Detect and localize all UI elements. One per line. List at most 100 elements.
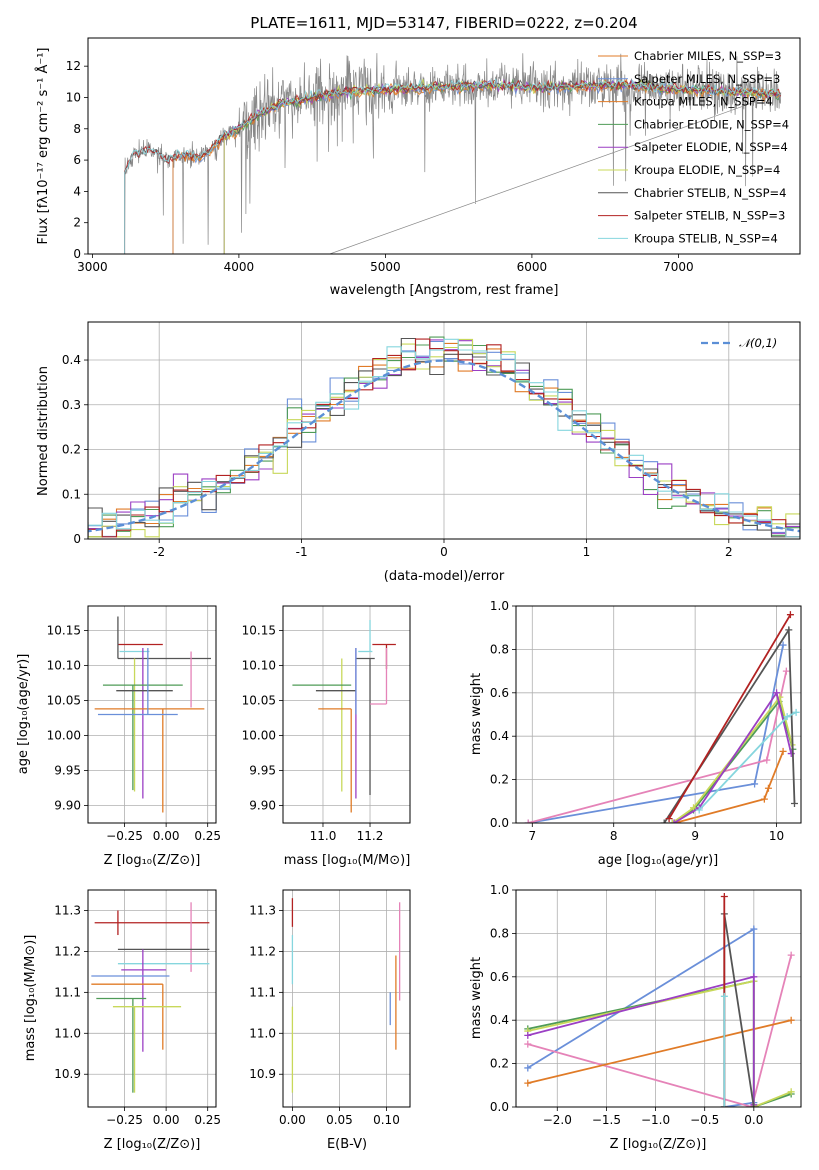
weight-marker (695, 806, 703, 814)
age-vs-mass-axes: 11.0 11.2 9.90 9.95 10.00 10.05 10.10 10.15 (242, 606, 410, 843)
weight-line (698, 711, 797, 811)
weight-marker (720, 1103, 728, 1107)
legend-entry: Chabrier MILES, N_SSP=3 (634, 49, 781, 63)
weight-line (527, 975, 755, 1105)
spectrum-legend: Chabrier MILES, N_SSP=3 Salpeter MILES, N… (598, 49, 789, 245)
histogram-xtick-label: 1 (583, 545, 591, 559)
histogram-legend: 𝒩(0,1) (701, 336, 777, 350)
histogram-ytick-label: 0.3 (62, 398, 81, 412)
mass-vs-ebv-ytick-label: 11.3 (249, 903, 276, 917)
mw-age-ylabel: mass weight (469, 673, 484, 755)
spectrum-ytick-label: 6 (73, 153, 81, 167)
mass-vs-ebv-axes: 0.00 0.05 0.10 10.9 11.0 11.1 11.2 11.3 (249, 890, 410, 1127)
mass-weight-vs-age-ytick-label: 0.2 (490, 773, 509, 787)
legend-entry: Chabrier ELODIE, N_SSP=4 (634, 117, 789, 131)
histogram-xtick-label: 0 (440, 545, 448, 559)
age-vs-mass-ytick-label: 10.05 (242, 694, 276, 708)
errorbar-point (96, 997, 147, 1093)
mass-vs-z-xtick-label: 0.00 (153, 1113, 180, 1127)
weight-marker (750, 925, 758, 933)
weight-marker (792, 708, 800, 716)
mass-vs-z-ytick-label: 11.2 (54, 944, 81, 958)
mass-weight-vs-z-ytick-label: 0.0 (490, 1100, 509, 1114)
spectrum-xtick-label: 4000 (224, 260, 255, 274)
histogram-frame (87, 321, 801, 540)
weight-series (524, 973, 758, 1107)
mass-weight-vs-age-ytick-label: 1.0 (490, 599, 509, 613)
errorbar-point (117, 616, 212, 660)
age-z-xlabel: Z [log₁₀(Z/Z⊙)] (104, 853, 201, 868)
spectrum-ytick-label: 8 (73, 122, 81, 136)
mass-vs-z-ytick-label: 11.0 (54, 1026, 81, 1040)
mass-vs-metallicity-panel: Z [log₁₀(Z/Z⊙)] mass [log₁₀(M/M⊙)] −0.25… (23, 889, 221, 1152)
spectrum-ytick-label: 2 (73, 216, 81, 230)
mass-vs-ebv-ytick-label: 10.9 (249, 1067, 276, 1081)
residual-histogram-panel: -2 -1 0 1 2 0 0.1 0.2 0.3 0.4 𝒩(0,1) (data-model)… (36, 321, 801, 584)
weight-marker (751, 780, 759, 788)
weight-line (527, 1019, 792, 1084)
age-z-ylabel: age [log₁₀(age/yr)] (16, 654, 31, 775)
mass-weight-vs-age-ytick-label: 0.8 (490, 642, 509, 656)
histogram-ytick-label: 0.1 (62, 487, 81, 501)
weight-marker (660, 819, 668, 823)
errorbar-point (355, 657, 375, 795)
weight-line (668, 614, 792, 820)
age-vs-z-ytick-label: 10.15 (47, 624, 81, 638)
mass-weight-vs-z-lines (524, 893, 795, 1107)
mass-weight-vs-age-frame (515, 605, 802, 824)
mass-weight-vs-age-panel: age [log₁₀(age/yr)] mass weight 7 8 9 10 0.0… (469, 599, 802, 868)
histogram-plot-area (88, 336, 800, 538)
errorbar-point (318, 708, 352, 813)
age-vs-mass-panel: mass [log₁₀(M/M⊙)] 11.0 11.2 9.90 9.95 10.00… (242, 605, 411, 868)
age-vs-z-ytick-label: 10.00 (47, 729, 81, 743)
weight-marker (524, 1031, 532, 1039)
weight-marker (763, 756, 771, 764)
age-vs-mass-ytick-label: 9.95 (249, 764, 276, 778)
spectrum-panel: PLATE=1611, MJD=53147, FIBERID=0222, z=0… (35, 14, 801, 298)
age-vs-z-ytick-label: 9.95 (54, 764, 81, 778)
weight-marker (720, 992, 728, 1000)
spectrum-xlabel: wavelength [Angstrom, rest frame] (330, 283, 559, 298)
weight-marker (787, 1016, 795, 1024)
weight-marker (750, 973, 758, 981)
weight-series (720, 910, 758, 1107)
legend-entry: Salpeter STELIB, N_SSP=3 (634, 209, 785, 223)
spectrum-xtick-label: 7000 (663, 260, 694, 274)
mass-weight-vs-z-ytick-label: 0.2 (490, 1057, 509, 1071)
weight-marker (787, 951, 795, 959)
mass-weight-vs-age-lines (524, 611, 800, 823)
mass-weight-vs-z-frame (515, 889, 802, 1108)
weight-marker (524, 1064, 532, 1072)
age-vs-z-ytick-label: 10.05 (47, 694, 81, 708)
mass-weight-vs-age-ytick-label: 0.0 (490, 816, 509, 830)
weight-line (527, 927, 755, 1107)
legend-entry: Kroupa STELIB, N_SSP=4 (634, 231, 778, 245)
mass-weight-vs-z-xtick-label: −1.0 (641, 1113, 670, 1127)
mass-weight-vs-age-ytick-label: 0.4 (490, 729, 509, 743)
mass-vs-ebv-panel: E(B-V) 0.00 0.05 0.10 10.9 11.0 11.1 11.2 11.3 (249, 889, 411, 1152)
weight-marker (790, 799, 798, 807)
age-vs-mass-ytick-label: 10.00 (242, 729, 276, 743)
spectrum-ylabel: Flux [fλ10⁻¹⁷ erg cm⁻² s⁻¹ Å⁻¹] (35, 48, 51, 245)
weight-series (524, 641, 787, 823)
mass-vs-z-ytick-label: 10.9 (54, 1067, 81, 1081)
errorbar-point (94, 910, 210, 936)
mass-weight-vs-z-xtick-label: −2.0 (543, 1113, 572, 1127)
weight-marker (750, 1103, 758, 1107)
mass-vs-ebv-xtick-label: 0.00 (279, 1113, 306, 1127)
weight-marker (786, 611, 794, 619)
histogram-ytick-label: 0.4 (62, 353, 81, 367)
weight-marker (670, 819, 678, 823)
weight-marker (785, 626, 793, 634)
spectrum-xtick-label: 6000 (517, 260, 548, 274)
mw-z-ylabel: mass weight (469, 957, 484, 1039)
mass-vs-ebv-ytick-label: 11.1 (249, 985, 276, 999)
legend-entry: Salpeter MILES, N_SSP=3 (634, 72, 780, 86)
weight-series (665, 611, 794, 823)
errorbar-point (112, 1006, 182, 1093)
weight-series (695, 708, 800, 814)
mass-weight-vs-age-xtick-label: 9 (691, 829, 699, 843)
spectrum-xtick-label: 3000 (77, 260, 108, 274)
histogram-xtick-label: -2 (153, 545, 165, 559)
weight-series (720, 992, 728, 1107)
